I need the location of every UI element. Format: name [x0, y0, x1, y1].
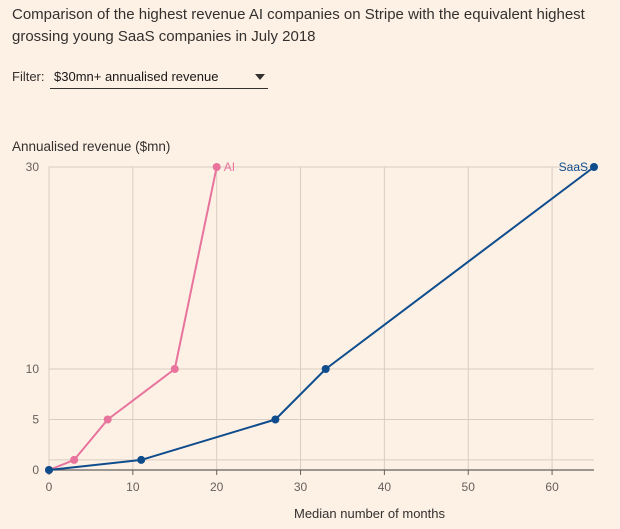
filter-dropdown[interactable]: $30mn+ annualised revenue	[50, 64, 268, 89]
x-tick-label: 0	[46, 480, 53, 494]
data-point-saas	[45, 466, 53, 474]
data-point-saas	[271, 415, 280, 424]
y-tick-label: 0	[32, 463, 39, 477]
data-point-ai	[70, 455, 79, 464]
y-tick-label: 5	[32, 413, 39, 427]
series-label-ai: AI	[224, 160, 235, 174]
x-tick-label: 20	[210, 480, 224, 494]
x-tick-label: 40	[378, 480, 392, 494]
chart-title: Comparison of the highest revenue AI com…	[12, 6, 585, 45]
x-axis-label: Median number of months	[294, 506, 446, 521]
data-point-saas	[590, 163, 598, 171]
x-tick-label: 60	[545, 480, 559, 494]
y-axis-label: Annualised revenue ($mn)	[12, 139, 171, 154]
series-line-saas	[48, 166, 595, 471]
y-tick-label: 10	[26, 362, 40, 376]
series-label-saas: SaaS	[559, 160, 588, 174]
x-tick-label: 30	[294, 480, 308, 494]
x-tick-label: 50	[462, 480, 476, 494]
filter-selected-value: $30mn+ annualised revenue	[54, 69, 219, 84]
data-point-saas	[321, 365, 330, 373]
x-tick-label: 10	[126, 480, 140, 494]
chevron-down-icon	[255, 74, 265, 80]
data-point-ai	[170, 365, 179, 373]
filter-label: Filter:	[12, 69, 45, 84]
y-tick-label: 30	[26, 160, 40, 174]
data-point-ai	[103, 415, 112, 424]
data-point-ai	[212, 163, 221, 171]
data-point-saas	[137, 455, 146, 464]
